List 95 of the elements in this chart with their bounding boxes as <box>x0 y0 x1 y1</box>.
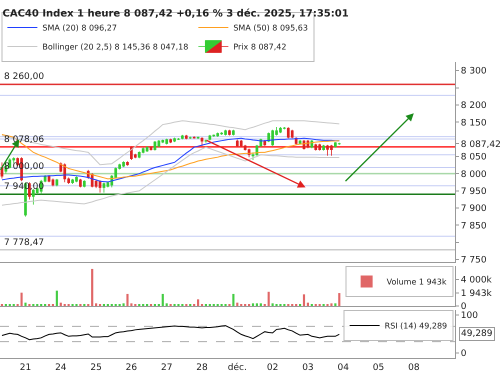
y-tick-label: 7 750 <box>460 256 487 266</box>
candlestick <box>334 142 337 148</box>
x-tick-label: déc. <box>228 362 247 373</box>
candlestick <box>200 136 204 147</box>
y-tick-label: 1 943k <box>460 289 493 300</box>
candlestick <box>169 138 172 144</box>
candlestick <box>181 134 184 140</box>
chart-title: CAC40 Index 1 heure 8 087,42 +0,16 % 3 déc. 2025, 17:35:01 <box>2 8 349 20</box>
candlestick <box>142 147 145 154</box>
x-tick-label: 27 <box>160 362 172 373</box>
candlestick <box>240 140 243 148</box>
candlestick <box>82 180 86 188</box>
candlestick <box>188 136 192 140</box>
candlestick <box>56 178 58 187</box>
candlestick <box>279 126 282 134</box>
y-tick-label: 8 000 <box>460 170 487 180</box>
y-tick-label: 7 850 <box>460 221 487 232</box>
x-tick-label: 21 <box>20 362 32 373</box>
x-tick-label: 08 <box>408 362 420 373</box>
bar <box>302 294 306 306</box>
candlestick <box>326 144 329 156</box>
ref-line-label: 7 778,47 <box>4 238 44 248</box>
legend-label: Bollinger (20 2,5) 8 145,36 8 047,18 <box>42 42 188 52</box>
y-tick-label: 0 <box>460 349 467 360</box>
x-tick-label: 03 <box>302 362 314 373</box>
candlestick <box>228 129 231 136</box>
candlestick <box>224 129 227 136</box>
candlestick <box>122 160 125 168</box>
x-tick-label: 04 <box>337 362 350 373</box>
y-tick-label: 8 200 <box>460 101 487 112</box>
bar <box>232 294 234 306</box>
candlestick <box>158 140 160 148</box>
candlestick <box>75 176 78 183</box>
x-tick-label: 02 <box>266 362 278 373</box>
legend-label: RSI (14) 49,289 <box>384 322 448 331</box>
x-tick-label: 24 <box>55 362 67 373</box>
candlestick <box>98 180 102 193</box>
y-tick-label: 100 <box>460 311 478 322</box>
x-tick-label: 28 <box>196 362 208 373</box>
candlestick <box>52 178 54 187</box>
bar <box>236 302 238 306</box>
bar <box>306 302 309 306</box>
legend-label: SMA (50) 8 095,63 <box>233 24 308 33</box>
bar <box>91 268 94 306</box>
candlestick <box>146 146 148 152</box>
candlestick <box>32 188 35 206</box>
candlestick <box>154 140 156 152</box>
candlestick <box>0 162 4 179</box>
candlestick <box>102 182 106 193</box>
bar <box>126 294 129 306</box>
legend-label: Volume 1 943k <box>386 278 447 287</box>
legend-label: SMA (20) 8 096,27 <box>42 24 117 33</box>
line-series <box>1 325 340 340</box>
bar <box>268 292 270 306</box>
bar <box>197 299 200 306</box>
x-tick-label: 26 <box>126 362 138 373</box>
ref-line-label: 8 078,06 <box>4 135 44 145</box>
line-series <box>1 146 340 206</box>
text: 49,289 <box>461 329 493 339</box>
x-tick-label: 05 <box>372 362 384 373</box>
y-tick-label: 8 087,42 <box>460 140 500 150</box>
candlestick <box>79 178 82 188</box>
y-tick-label: 8 050 <box>460 152 487 163</box>
candlestick <box>220 132 223 136</box>
bar <box>56 290 58 306</box>
bar <box>60 302 62 306</box>
candlestick <box>71 178 74 184</box>
candlestick <box>196 136 200 140</box>
bar <box>20 292 23 306</box>
bar <box>24 302 27 306</box>
x-tick-label: 25 <box>90 362 102 373</box>
candlestick <box>150 146 152 152</box>
bar <box>162 294 164 306</box>
candlestick <box>208 134 212 141</box>
candlestick <box>48 174 50 183</box>
y-tick-label: 7 950 <box>460 187 487 198</box>
candlestick <box>232 129 235 136</box>
candlestick <box>173 137 176 142</box>
y-tick-label: 8 300 <box>460 66 487 77</box>
candlestick <box>177 138 180 140</box>
candlestick <box>330 144 333 156</box>
bar <box>338 293 340 306</box>
y-tick-label: 7 900 <box>460 204 487 214</box>
candlestick <box>126 160 129 166</box>
candlestick <box>130 146 133 160</box>
y-tick-label: 0 <box>460 302 467 312</box>
candlestick <box>322 144 325 152</box>
y-tick-label: 4 000k <box>460 275 493 286</box>
candlestick <box>283 126 286 130</box>
candlestick <box>216 132 220 138</box>
candlestick <box>298 140 302 145</box>
y-tick-label: 8 150 <box>460 118 487 128</box>
legend-label: Prix 8 087,42 <box>233 42 286 52</box>
candlestick <box>236 139 239 148</box>
ref-line-label: 8 260,00 <box>4 72 44 82</box>
